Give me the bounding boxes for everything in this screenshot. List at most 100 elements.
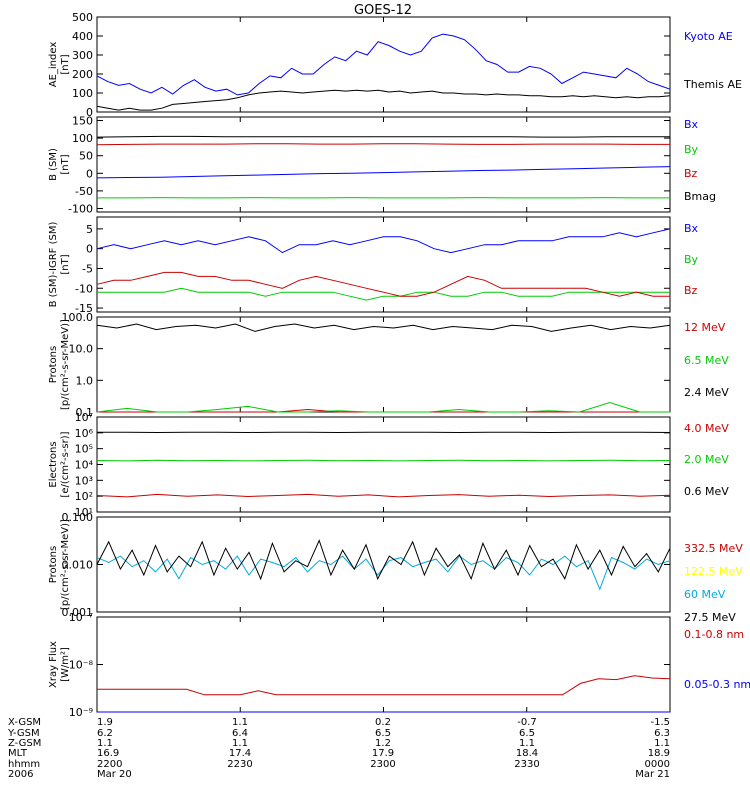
legend-entry: 0.6 MeV [684,485,729,498]
y-tick-label: 150 [72,115,93,128]
series-line-27-5-mev [97,541,670,579]
panel-6: 0.0010.0100.100Protons[p/(cm²-s-sr-MeV)]… [48,511,743,624]
y-tick-label: 0 [86,167,93,180]
panel-frame [97,417,670,512]
legend-entry: Bx [684,118,699,131]
legend-entry: 2.0 MeV [684,453,729,466]
y-tick-label: 100 [72,132,93,145]
y-tick-label: 10⁵ [75,443,93,456]
panel-5: 10¹10²10³10⁴10⁵10⁶10⁷Electrons[e/(cm²-s-… [48,411,729,519]
panel-frame [97,317,670,412]
series-line-2-4-mev [97,324,670,331]
y-tick-label: 10⁴ [75,459,94,472]
legend-entry: 122.5 MeV [684,565,743,578]
y-axis-label: [nT] [60,154,71,174]
ephemeris-value: 17.9 [372,748,394,759]
y-tick-label: 400 [72,30,93,43]
ephemeris-value: 0.2 [375,717,391,728]
series-line-0-1-0-8-nm [97,676,670,695]
legend-entry: 60 MeV [684,588,726,601]
y-tick-label: 1.0 [76,374,94,387]
y-tick-label: 10³ [75,474,93,487]
series-line-2-0-mev [97,460,670,461]
ephemeris-value: -0.7 [517,717,537,728]
legend-entry: 332.5 MeV [684,542,743,555]
legend-entry: 0.05-0.3 nm [684,678,750,691]
panel-4: 0.11.010.0100.0Protons[p/(cm²-s-sr-MeV)]… [48,311,729,419]
ephemeris-value: 2330 [514,759,539,770]
series-line-kyoto-ae [97,34,670,95]
y-axis-label: [nT] [60,254,71,274]
ephemeris-row-label: MLT [8,748,28,759]
y-axis-label: Xray Flux [48,641,59,688]
y-tick-label: 10⁻⁸ [69,659,94,672]
y-axis-label: B (SM) [48,148,59,181]
y-axis-label: AE_index [48,42,59,88]
y-tick-label: 10⁷ [75,411,93,424]
series-line-4-0-mev [97,494,670,497]
y-tick-label: 200 [72,68,93,81]
ephemeris-value: Mar 20 [97,769,132,780]
panel-2: -100 -50 0 50 100 150 B (SM)[nT] Bx By Bz Bmag [48,115,716,216]
ephemeris-value: 1.1 [232,717,248,728]
y-tick-label: 300 [72,49,93,62]
legend-entry: 0.1-0.8 nm [684,628,744,641]
legend-entry: Bmag [684,190,716,203]
legend-entry: 12 MeV [684,321,726,334]
ephemeris-row-label: X-GSM [8,717,41,728]
legend-entry: Themis AE [683,78,742,91]
panel-7: 10⁻⁹ 10⁻⁸ 10⁻⁷ Xray Flux[W/m²] 0.1-0.8 nm 0.0… [48,611,750,719]
legend-entry: By [684,253,699,266]
series-line-bz [97,144,670,145]
y-tick-label: 50 [79,150,93,163]
y-tick-label: 10⁻⁷ [69,611,93,624]
chart-title: GOES-12 [354,3,412,18]
series-line-by [97,288,670,300]
legend-entry: 6.5 MeV [684,354,729,367]
y-tick-label: 5 [86,223,93,236]
y-axis-label: [p/(cm²-s-sr-MeV)] [60,319,71,410]
y-tick-label: -5 [82,262,93,275]
legend-entry: Bz [684,167,698,180]
y-tick-label: 500 [72,11,93,24]
legend-entry: Kyoto AE [684,30,733,43]
panel-frame [97,517,670,612]
y-tick-label: 0 [86,243,93,256]
series-line-bx [97,229,670,253]
ephemeris-value: 16.9 [97,748,119,759]
ephemeris-row-label: 2006 [8,769,33,780]
ephemeris-value: 18.9 [648,748,670,759]
ephemeris-value: Mar 21 [635,769,670,780]
y-tick-label: -100 [68,202,93,215]
legend-entry: 2.4 MeV [684,386,729,399]
ephemeris-value: 18.4 [516,748,538,759]
y-axis-label: Protons [48,546,59,583]
legend-entry: 27.5 MeV [684,611,736,624]
legend-entry: By [684,143,699,156]
panel-frame [97,617,670,712]
y-axis-label: B (SM)-IGRF (SM) [48,222,59,308]
y-axis-label: Protons [48,346,59,383]
panel-frame [97,17,670,112]
y-tick-label: -50 [75,185,93,198]
legend-entry: Bx [684,222,699,235]
legend-entry: 4.0 MeV [684,422,729,435]
legend-entry: Bz [684,284,698,297]
y-tick-label: 10.0 [69,343,94,356]
panel-frame [97,217,670,312]
y-tick-label: 10² [75,490,93,503]
y-tick-label: 10⁻⁹ [69,706,93,719]
y-axis-label: [W/m²] [60,647,71,682]
y-axis-label: [e/(cm²-s-sr)] [60,431,71,497]
series-line-bx [97,167,670,178]
series-line-bmag [97,136,670,137]
ephemeris-value: 17.4 [229,748,251,759]
ephemeris-value: 2300 [370,759,395,770]
y-tick-label: 10⁶ [75,427,94,440]
y-axis-label: Electrons [48,441,59,487]
y-tick-label: 100 [72,87,93,100]
ephemeris-value: -1.5 [650,717,670,728]
